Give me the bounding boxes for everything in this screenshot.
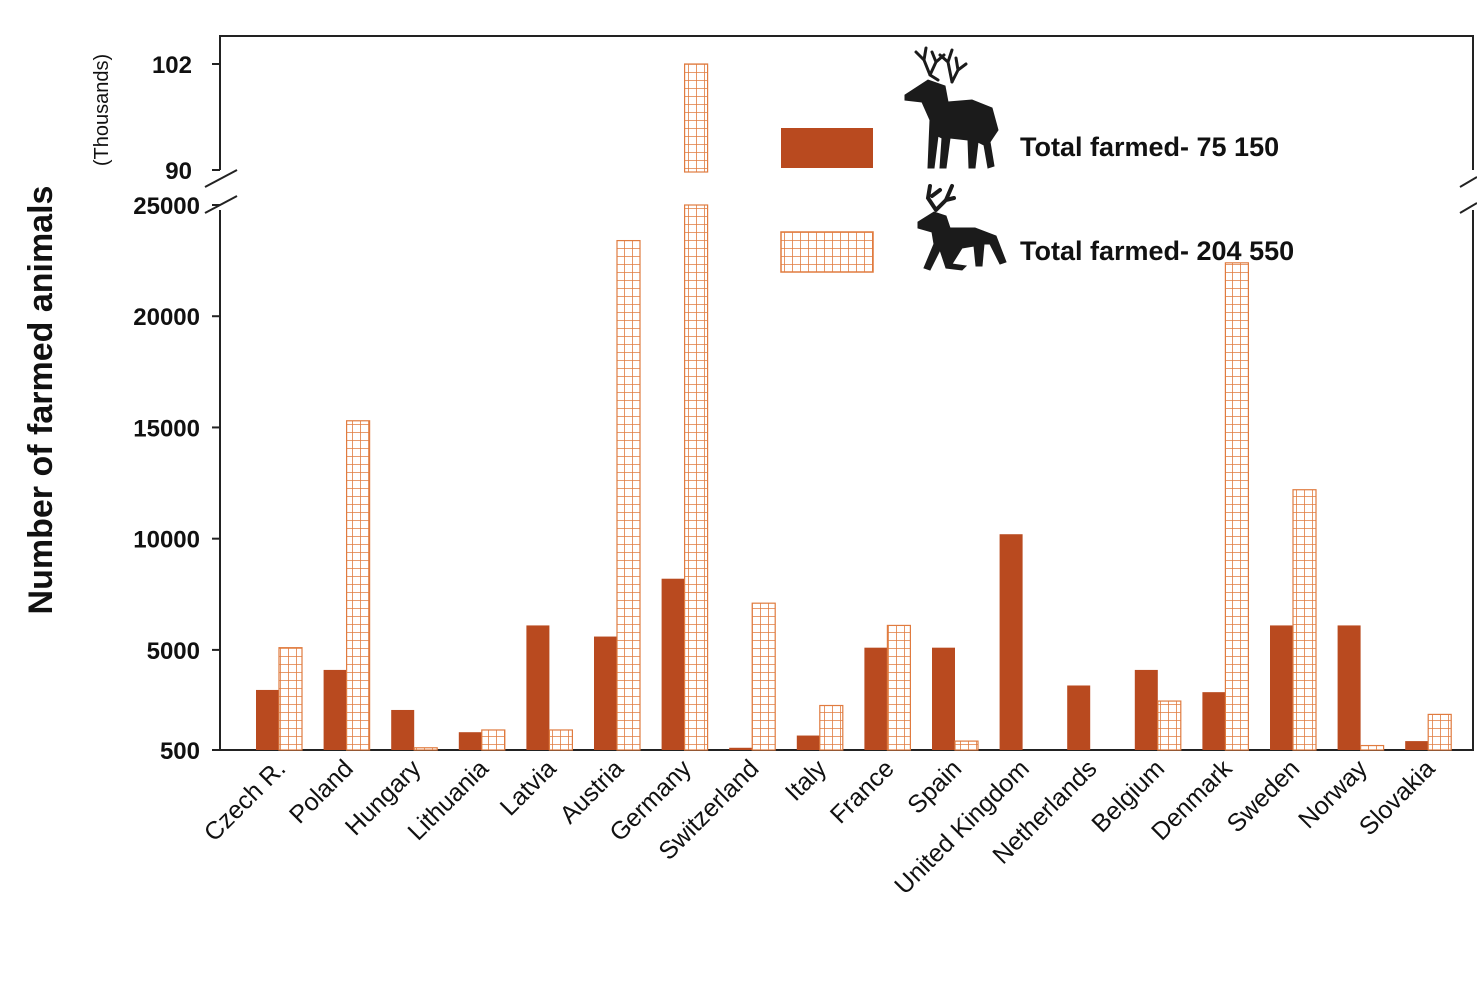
axes-frame (204, 35, 1477, 751)
x-tick-label: Czech R. (199, 754, 291, 846)
bar-solid (1202, 692, 1226, 750)
bar-grid (751, 602, 776, 751)
bar-grid (1292, 489, 1317, 751)
bar-grid-upper (683, 63, 709, 173)
x-tick-label: Sweden (1222, 754, 1306, 838)
bar-grid (886, 624, 912, 751)
y-tick-label: 5000 (147, 638, 200, 665)
y-tick-label: 20000 (133, 304, 200, 331)
legend: Total farmed- 75 150 Total farmed- 204 5… (780, 46, 1294, 273)
bar-solid (932, 647, 955, 750)
bar-grid (548, 729, 574, 751)
y-axis-label: Number of farmed animals (22, 186, 60, 615)
bar-grid (413, 747, 438, 751)
legend-swatch-solid (781, 128, 873, 168)
bar-solid (999, 534, 1023, 750)
bar-solid (1134, 669, 1158, 750)
bars (256, 63, 1452, 751)
y-unit-label: (Thousands) (91, 54, 113, 166)
x-tick-label: Slovakia (1354, 754, 1441, 841)
bar-grid (616, 239, 641, 751)
x-tick-label: France (825, 754, 900, 829)
bar-solid (729, 747, 753, 750)
y-tick-label: 25000 (133, 193, 200, 220)
bar-grid (278, 647, 303, 751)
bar-solid (1067, 685, 1091, 750)
x-tick-label: Spain (902, 754, 967, 819)
x-tick-label: Italy (780, 754, 833, 807)
bar-solid (526, 625, 550, 750)
legend-label-grid: Total farmed- 204 550 (1020, 236, 1294, 266)
bar-solid (864, 647, 888, 750)
bar-solid (594, 636, 617, 750)
bar-grid (346, 420, 371, 751)
bar-solid (661, 578, 685, 750)
bar-grid (954, 740, 979, 751)
bar-grid (819, 704, 844, 751)
x-tick-label: Latvia (495, 754, 562, 821)
y-tick-label: 102 (152, 52, 192, 79)
bar-solid (1270, 625, 1293, 750)
bar-grid (1224, 262, 1250, 751)
legend-label-solid: Total farmed- 75 150 (1020, 132, 1279, 162)
bar-solid (1405, 741, 1429, 750)
bar-grid-lower (683, 204, 709, 751)
y-tick-label: 15000 (133, 415, 200, 442)
bar-grid (481, 729, 506, 751)
y-tick-label: 10000 (133, 527, 200, 554)
bar-solid (458, 732, 482, 750)
legend-swatch-grid (780, 231, 874, 273)
bar-grid (1427, 713, 1452, 751)
bar-solid (796, 735, 820, 750)
bar-grid (1359, 744, 1385, 751)
bar-grid (1157, 700, 1182, 751)
y-ticks: 500 5000 10000 15000 20000 25000 90 102 (133, 52, 220, 765)
bar-solid (1337, 625, 1361, 750)
y-tick-label: 500 (160, 738, 200, 765)
bar-solid (323, 669, 347, 750)
red-deer-icon (904, 46, 999, 169)
bar-solid (391, 709, 415, 750)
fallow-deer-icon (917, 184, 1007, 271)
bar-solid (256, 689, 279, 750)
y-tick-label: 90 (165, 158, 192, 185)
